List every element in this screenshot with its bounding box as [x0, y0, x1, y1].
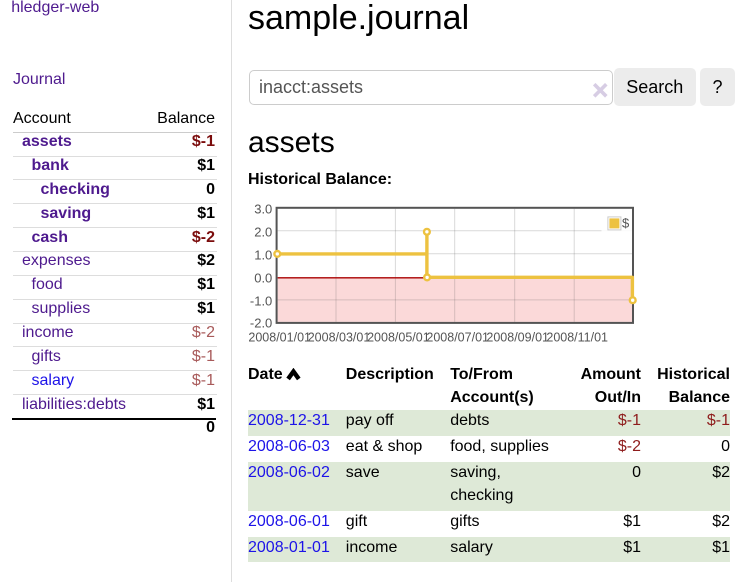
svg-text:2008/09/01: 2008/09/01 [486, 330, 549, 344]
svg-text:1.0: 1.0 [254, 248, 272, 263]
svg-text:2008/11/01: 2008/11/01 [546, 330, 608, 344]
svg-text:2008/03/01: 2008/03/01 [308, 330, 371, 344]
svg-text:2008/07/01: 2008/07/01 [426, 330, 489, 344]
svg-text:-1.0: -1.0 [250, 294, 272, 309]
svg-text:$: $ [622, 216, 630, 231]
svg-text:-2.0: -2.0 [250, 316, 272, 331]
svg-text:0.0: 0.0 [254, 271, 272, 286]
svg-text:2.0: 2.0 [254, 225, 272, 240]
svg-text:2008/05/01: 2008/05/01 [367, 330, 430, 344]
svg-text:2008/01/01: 2008/01/01 [248, 330, 311, 344]
svg-text:3.0: 3.0 [254, 202, 272, 217]
